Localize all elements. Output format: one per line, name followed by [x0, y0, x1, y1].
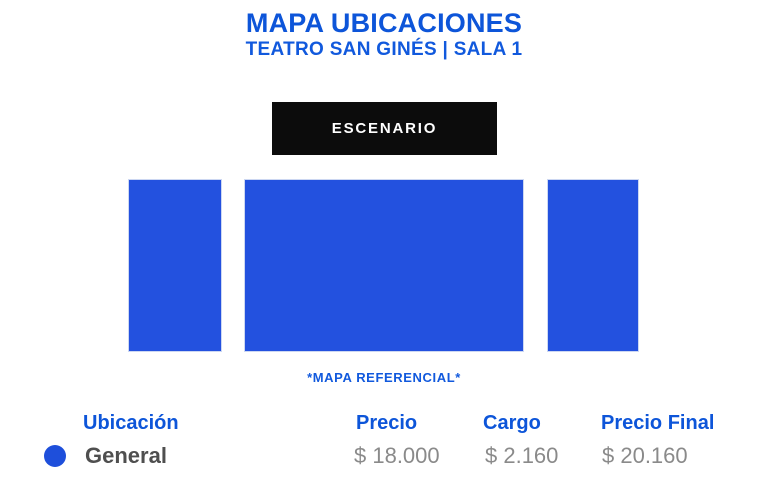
seat-section-right — [547, 179, 639, 352]
row-ubicacion-value: General — [85, 443, 167, 468]
row-cargo-value: $ 2.160 — [485, 443, 559, 468]
section-color-dot-icon — [44, 445, 66, 467]
seat-section-center — [244, 179, 524, 352]
seat-section-left — [128, 179, 222, 352]
map-reference-note: *MAPA REFERENCIAL* — [307, 370, 461, 385]
row-precio-final-value: $ 20.160 — [602, 443, 688, 468]
column-header-precio: Precio — [356, 412, 418, 434]
stage-banner: ESCENARIO — [272, 102, 497, 155]
stage-label: ESCENARIO — [331, 120, 438, 137]
column-header-ubicacion: Ubicación — [83, 412, 179, 434]
column-header-cargo: Cargo — [483, 412, 541, 434]
row-precio-value: $ 18.000 — [354, 443, 440, 468]
venue-subtitle: TEATRO SAN GINÉS | SALA 1 — [245, 39, 523, 60]
column-header-precio-final: Precio Final — [601, 412, 715, 434]
page-title: MAPA UBICACIONES — [245, 8, 523, 38]
